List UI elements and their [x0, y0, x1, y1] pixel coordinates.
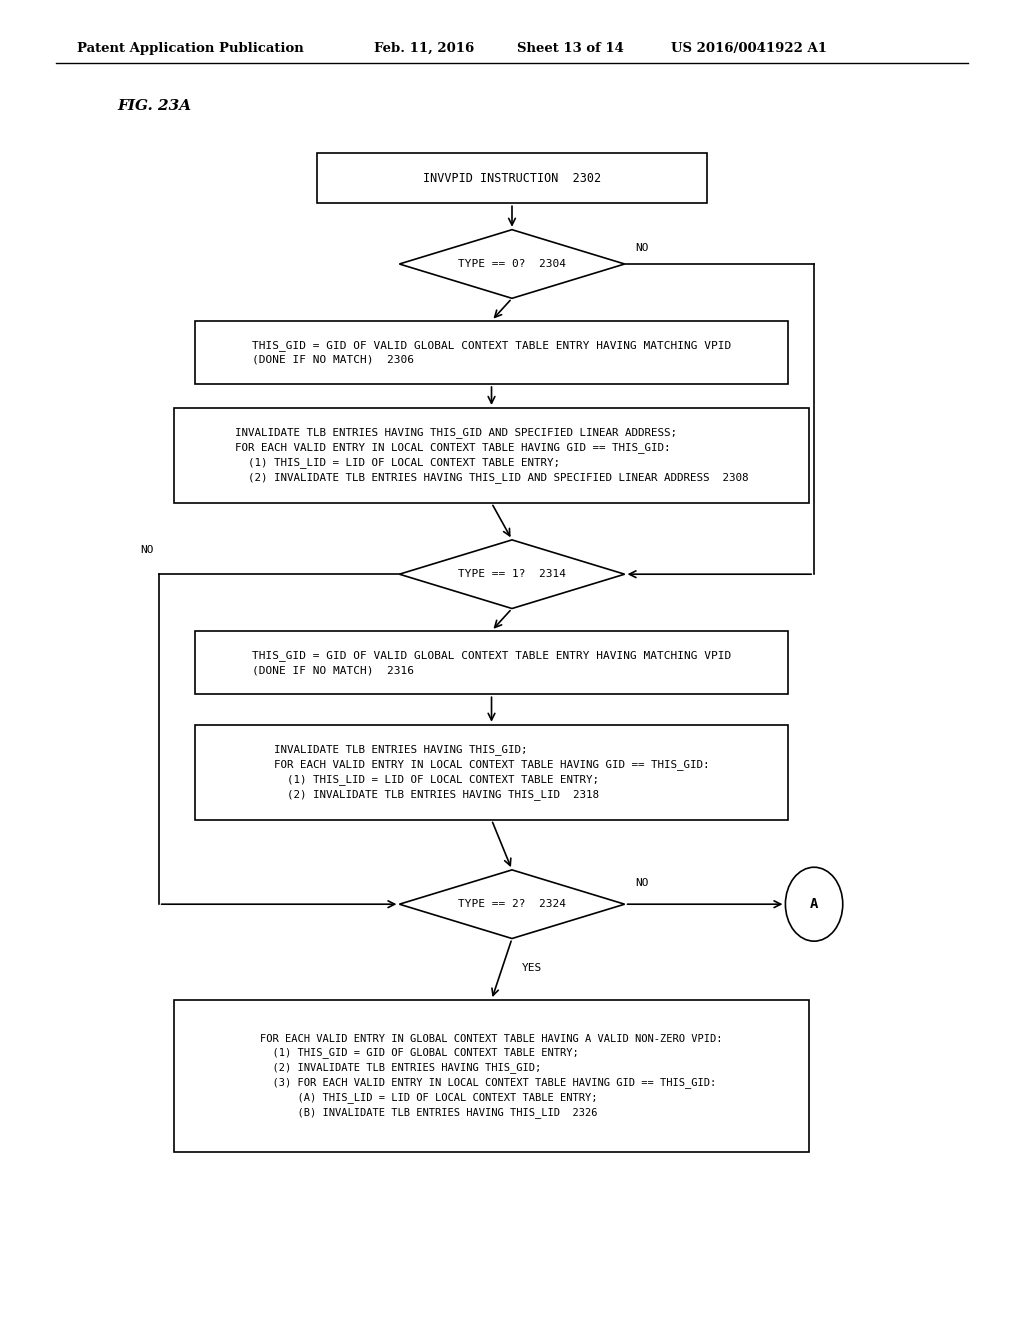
- Text: A: A: [810, 898, 818, 911]
- Text: TYPE == 2?  2324: TYPE == 2? 2324: [458, 899, 566, 909]
- Text: YES: YES: [522, 322, 543, 333]
- Text: NO: NO: [140, 545, 154, 556]
- Text: THIS_GID = GID OF VALID GLOBAL CONTEXT TABLE ENTRY HAVING MATCHING VPID
(DONE IF: THIS_GID = GID OF VALID GLOBAL CONTEXT T…: [252, 651, 731, 675]
- Polygon shape: [399, 540, 625, 609]
- FancyBboxPatch shape: [174, 1001, 809, 1151]
- Text: US 2016/0041922 A1: US 2016/0041922 A1: [671, 42, 826, 54]
- Text: Sheet 13 of 14: Sheet 13 of 14: [517, 42, 624, 54]
- FancyBboxPatch shape: [195, 631, 788, 694]
- Text: INVVPID INSTRUCTION  2302: INVVPID INSTRUCTION 2302: [423, 172, 601, 185]
- FancyBboxPatch shape: [317, 153, 707, 203]
- Polygon shape: [399, 870, 625, 939]
- Text: NO: NO: [635, 243, 648, 253]
- Text: THIS_GID = GID OF VALID GLOBAL CONTEXT TABLE ENTRY HAVING MATCHING VPID
(DONE IF: THIS_GID = GID OF VALID GLOBAL CONTEXT T…: [252, 341, 731, 364]
- Text: TYPE == 1?  2314: TYPE == 1? 2314: [458, 569, 566, 579]
- Polygon shape: [399, 230, 625, 298]
- Text: YES: YES: [522, 632, 543, 643]
- Text: YES: YES: [522, 962, 543, 973]
- Text: FIG. 23A: FIG. 23A: [118, 99, 191, 112]
- Text: NO: NO: [635, 878, 648, 888]
- Text: Feb. 11, 2016: Feb. 11, 2016: [374, 42, 474, 54]
- FancyBboxPatch shape: [195, 321, 788, 384]
- Text: INVALIDATE TLB ENTRIES HAVING THIS_GID AND SPECIFIED LINEAR ADDRESS;
FOR EACH VA: INVALIDATE TLB ENTRIES HAVING THIS_GID A…: [234, 428, 749, 483]
- Text: FOR EACH VALID ENTRY IN GLOBAL CONTEXT TABLE HAVING A VALID NON-ZERO VPID:
  (1): FOR EACH VALID ENTRY IN GLOBAL CONTEXT T…: [260, 1034, 723, 1118]
- Text: INVALIDATE TLB ENTRIES HAVING THIS_GID;
FOR EACH VALID ENTRY IN LOCAL CONTEXT TA: INVALIDATE TLB ENTRIES HAVING THIS_GID; …: [273, 744, 710, 800]
- Text: TYPE == 0?  2304: TYPE == 0? 2304: [458, 259, 566, 269]
- FancyBboxPatch shape: [195, 725, 788, 820]
- FancyBboxPatch shape: [174, 408, 809, 503]
- Text: Patent Application Publication: Patent Application Publication: [77, 42, 303, 54]
- Circle shape: [785, 867, 843, 941]
